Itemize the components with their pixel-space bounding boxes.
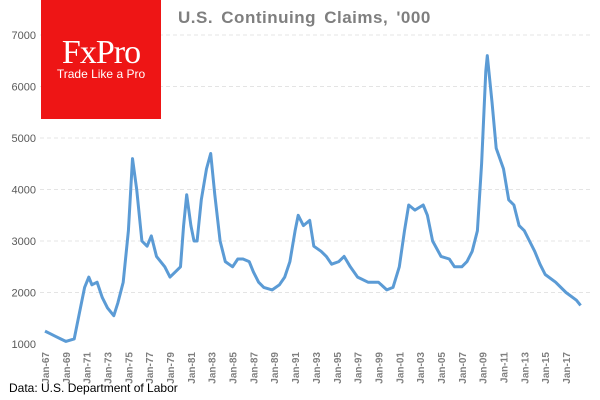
series-line xyxy=(44,54,582,343)
x-tick-label: Jan-73 xyxy=(104,352,115,384)
x-tick-label: Jan-89 xyxy=(270,352,281,384)
x-tick-label: Jan-81 xyxy=(187,352,198,384)
y-axis-ticks: 1000 2000 3000 4000 5000 6000 7000 xyxy=(12,30,36,351)
y-tick-label: 4000 xyxy=(12,185,36,197)
y-tick-label: 5000 xyxy=(12,133,36,145)
x-tick-label: Jan-67 xyxy=(41,352,52,384)
y-tick-label: 1000 xyxy=(12,339,36,351)
x-tick-label: Jan-11 xyxy=(499,352,510,384)
x-tick-label: Jan-95 xyxy=(333,352,344,384)
x-tick-label: Jan-79 xyxy=(166,352,177,384)
x-tick-label: Jan-05 xyxy=(437,352,448,384)
x-tick-label: Jan-83 xyxy=(208,352,219,384)
x-tick-label: Jan-03 xyxy=(416,352,427,384)
x-tick-label: Jan-97 xyxy=(354,352,365,384)
x-tick-label: Jan-13 xyxy=(520,352,531,384)
x-tick-label: Jan-09 xyxy=(479,352,490,384)
source-note: Data: U.S. Department of Labor xyxy=(9,381,178,395)
x-tick-label: Jan-77 xyxy=(145,352,156,384)
x-tick-label: Jan-93 xyxy=(312,352,323,384)
logo-tagline: Trade Like a Pro xyxy=(56,67,146,81)
y-tick-label: 7000 xyxy=(12,30,36,42)
y-tick-label: 3000 xyxy=(12,236,36,248)
x-tick-label: Jan-75 xyxy=(124,352,135,384)
x-tick-label: Jan-99 xyxy=(374,352,385,384)
x-tick-label: Jan-17 xyxy=(562,352,573,384)
x-tick-label: Jan-15 xyxy=(541,352,552,384)
x-tick-label: Jan-71 xyxy=(83,352,94,384)
fxpro-logo: FxPro Trade Like a Pro xyxy=(41,0,161,119)
x-tick-label: Jan-01 xyxy=(395,352,406,384)
x-tick-label: Jan-87 xyxy=(249,352,260,384)
x-tick-label: Jan-91 xyxy=(291,352,302,384)
chart-title: U.S. Continuing Claims, '000 xyxy=(178,8,431,27)
logo-brand: FxPro xyxy=(61,34,141,71)
y-tick-label: 6000 xyxy=(12,82,36,94)
x-axis-ticks: Jan-67 Jan-69 Jan-71 Jan-73 Jan-75 Jan-77 Jan-… xyxy=(41,352,573,384)
x-tick-label: Jan-85 xyxy=(229,352,240,384)
y-tick-label: 2000 xyxy=(12,288,36,300)
x-tick-label: Jan-69 xyxy=(62,352,73,384)
x-tick-label: Jan-07 xyxy=(458,352,469,384)
